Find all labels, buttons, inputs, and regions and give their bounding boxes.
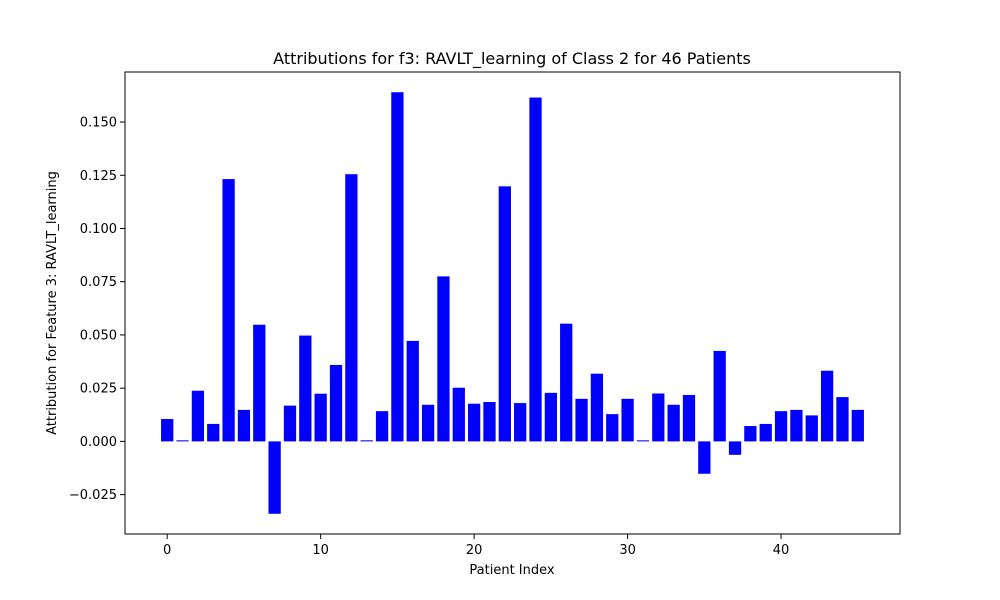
- bar-patient-19: [452, 387, 465, 442]
- bar-patient-12: [345, 174, 358, 442]
- bar-patient-0: [161, 419, 174, 442]
- bar-patient-42: [805, 415, 818, 442]
- bar-patient-32: [652, 393, 665, 442]
- bar-patient-2: [191, 390, 205, 442]
- bar-patient-39: [759, 423, 772, 442]
- y-tick-label: 0.050: [80, 328, 117, 343]
- bar-patient-24: [529, 97, 542, 442]
- y-tick-label: 0.075: [80, 275, 117, 290]
- bar-patient-16: [406, 340, 419, 442]
- bar-patient-14: [375, 411, 389, 442]
- y-tick-label: 0.000: [80, 435, 117, 450]
- bar-patient-15: [391, 92, 404, 442]
- y-tick-label: 0.150: [80, 116, 117, 131]
- bar-patient-7: [268, 441, 281, 514]
- bar-patient-40: [774, 411, 788, 442]
- bar-patient-29: [606, 414, 619, 442]
- x-axis-label: Patient Index: [469, 563, 554, 578]
- bar-patient-5: [237, 409, 251, 442]
- bar-patient-6: [253, 324, 266, 442]
- bar-patient-34: [682, 394, 696, 442]
- bar-patient-41: [790, 409, 803, 442]
- bar-patient-44: [836, 397, 849, 442]
- bar-patient-25: [544, 392, 558, 442]
- y-tick-label: −0.025: [69, 488, 117, 503]
- bar-patient-9: [299, 335, 312, 442]
- bar-patient-13: [360, 440, 373, 442]
- plot-frame: [124, 71, 901, 535]
- bar-patient-28: [590, 373, 604, 442]
- bar-patient-17: [421, 404, 435, 442]
- bar-patient-30: [621, 398, 634, 442]
- bar-patient-21: [483, 402, 496, 442]
- bar-patient-20: [467, 403, 481, 442]
- bar-patient-37: [728, 441, 742, 455]
- bar-patient-1: [176, 440, 189, 442]
- bar-patient-18: [437, 276, 450, 442]
- x-tick-label: 40: [773, 543, 790, 558]
- bar-patient-4: [222, 179, 235, 442]
- x-tick-label: 20: [466, 543, 483, 558]
- y-tick-label: 0.100: [80, 222, 117, 237]
- bar-patient-33: [667, 404, 680, 442]
- bar-patient-10: [314, 393, 327, 442]
- bar-patient-23: [514, 403, 527, 442]
- bar-patient-45: [851, 409, 864, 442]
- bar-patient-38: [744, 426, 757, 442]
- bar-patient-36: [713, 350, 726, 442]
- y-axis-label: Attribution for Feature 3: RAVLT_learnin…: [45, 171, 60, 435]
- bar-patient-3: [207, 423, 220, 442]
- y-tick-label: 0.125: [80, 169, 117, 184]
- x-tick-label: 0: [163, 543, 171, 558]
- y-tick-label: 0.025: [80, 382, 117, 397]
- bars-group: [161, 92, 864, 514]
- x-axis: 0 10 20 30 40: [163, 534, 789, 558]
- bar-patient-8: [283, 405, 297, 442]
- bar-patient-11: [329, 364, 343, 442]
- chart-title: Attributions for f3: RAVLT_learning of C…: [273, 49, 751, 69]
- bar-patient-31: [636, 440, 650, 442]
- bar-patient-43: [820, 370, 834, 442]
- x-tick-label: 30: [619, 543, 636, 558]
- bar-patient-22: [498, 186, 511, 442]
- bar-patient-27: [575, 398, 588, 442]
- x-tick-label: 10: [312, 543, 329, 558]
- bar-patient-35: [698, 441, 711, 474]
- y-axis: −0.025 0.000 0.025 0.050 0.075 0.100 0.125 0.15…: [69, 116, 125, 503]
- bar-patient-26: [560, 323, 573, 442]
